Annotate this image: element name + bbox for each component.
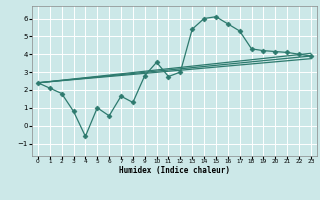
X-axis label: Humidex (Indice chaleur): Humidex (Indice chaleur): [119, 166, 230, 175]
